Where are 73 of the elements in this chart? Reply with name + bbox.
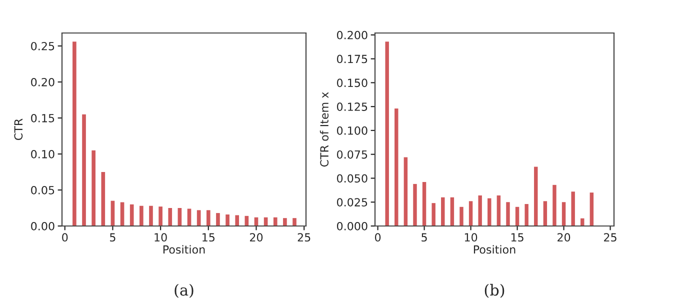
x-tick-label: 25 — [298, 233, 310, 242]
y-tick-label: 0.00 — [31, 222, 54, 230]
bar — [450, 197, 454, 226]
bar — [515, 206, 520, 226]
bar — [130, 204, 134, 226]
bar — [158, 206, 162, 226]
y-tick-label: 0.200 — [336, 30, 368, 40]
x-tick-label: 20 — [250, 233, 263, 242]
bar — [460, 206, 464, 226]
x-tick-label: 10 — [154, 233, 167, 242]
bar — [422, 182, 426, 226]
bar — [385, 42, 389, 226]
bar — [120, 202, 124, 226]
y-tick-label: 0.10 — [31, 150, 54, 158]
y-tick-label: 0.05 — [31, 186, 54, 194]
x-axis-title: Position — [163, 245, 205, 254]
bar — [226, 214, 230, 226]
bar — [82, 114, 86, 226]
x-tick-label: 10 — [464, 233, 478, 242]
y-tick-label: 0.050 — [336, 174, 368, 183]
bar — [413, 184, 417, 226]
y-tick-label: 0.25 — [31, 42, 54, 50]
x-tick-label: 5 — [110, 233, 116, 242]
bar — [394, 108, 398, 226]
y-axis-title: CTR — [14, 118, 23, 140]
y-tick-label: 0.175 — [336, 54, 368, 64]
bar — [283, 218, 287, 226]
bar — [206, 210, 210, 226]
bar — [92, 150, 96, 226]
bar — [235, 215, 240, 226]
text: (b) — [484, 284, 504, 298]
y-tick-label: 0.025 — [336, 198, 368, 206]
bar — [468, 201, 473, 226]
bar — [571, 192, 575, 226]
bar — [488, 198, 492, 226]
x-tick-label: 15 — [202, 233, 214, 242]
bar — [478, 195, 482, 226]
bar — [273, 217, 278, 226]
bar — [101, 172, 106, 226]
bar — [543, 201, 548, 226]
bar — [404, 157, 408, 226]
text: (a) — [174, 284, 194, 298]
bar — [140, 206, 144, 226]
y-tick-label: 0.150 — [336, 78, 368, 88]
bar — [292, 218, 296, 226]
x-tick-label: 15 — [511, 233, 524, 242]
bar — [72, 42, 76, 226]
bar — [441, 197, 445, 226]
bar — [432, 203, 436, 226]
y-tick-label: 0.100 — [336, 126, 368, 135]
x-tick-label: 20 — [558, 233, 570, 242]
bar — [496, 195, 501, 226]
bar — [149, 206, 153, 226]
bar — [590, 192, 594, 226]
bar — [524, 204, 528, 226]
y-tick-label: 0.20 — [31, 78, 54, 86]
x-tick-label: 25 — [604, 233, 616, 242]
y-tick-label: 0.125 — [336, 102, 368, 111]
bar — [534, 166, 538, 226]
x-tick-label: 0 — [374, 233, 381, 242]
y-axis-title: CTR of Item x — [320, 92, 329, 167]
bar — [216, 213, 220, 226]
y-tick-label: 0.075 — [336, 150, 368, 159]
bar — [168, 208, 172, 226]
x-tick-label: 0 — [62, 233, 68, 242]
bar — [552, 184, 556, 226]
bar — [506, 202, 510, 226]
y-tick-label: 0.15 — [31, 114, 54, 122]
x-axis-title: Position — [474, 245, 516, 254]
x-tick-label: 5 — [422, 233, 427, 242]
bar — [187, 208, 192, 226]
y-tick-label: 0.000 — [336, 222, 368, 230]
bar — [562, 202, 566, 226]
